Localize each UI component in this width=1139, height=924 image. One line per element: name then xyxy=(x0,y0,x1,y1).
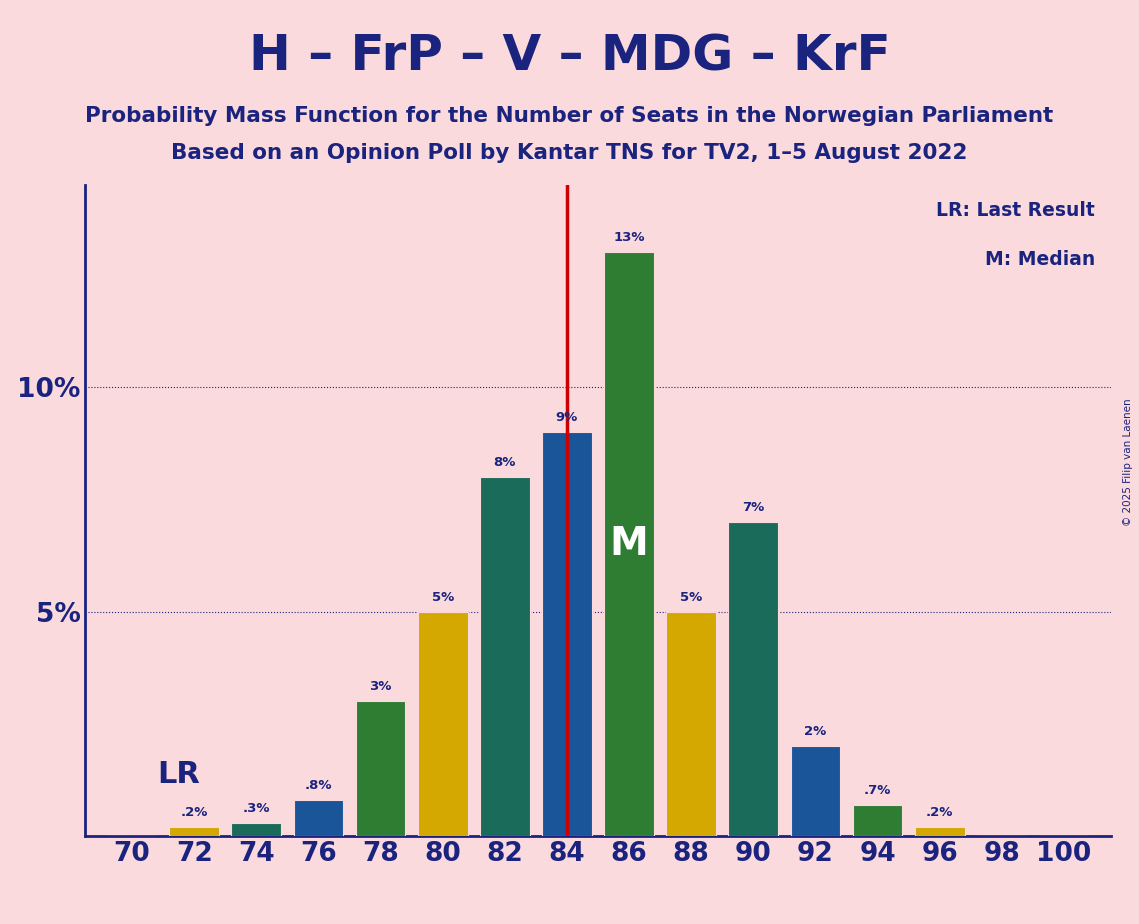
Text: .2%: .2% xyxy=(180,806,207,820)
Bar xyxy=(542,432,592,836)
Text: 13%: 13% xyxy=(613,231,645,244)
Text: 2%: 2% xyxy=(804,725,827,738)
Bar xyxy=(666,612,716,836)
Text: © 2025 Filip van Laenen: © 2025 Filip van Laenen xyxy=(1123,398,1132,526)
Bar xyxy=(915,827,965,836)
Bar xyxy=(480,477,530,836)
Bar xyxy=(355,701,405,836)
Text: M: Median: M: Median xyxy=(985,249,1095,269)
Text: LR: Last Result: LR: Last Result xyxy=(936,201,1095,220)
Text: .7%: .7% xyxy=(863,784,891,796)
Bar xyxy=(231,822,281,836)
Text: 3%: 3% xyxy=(369,680,392,693)
Bar xyxy=(294,800,343,836)
Text: LR: LR xyxy=(157,760,200,789)
Text: H – FrP – V – MDG – KrF: H – FrP – V – MDG – KrF xyxy=(248,32,891,80)
Text: .2%: .2% xyxy=(926,806,953,820)
Bar xyxy=(790,747,841,836)
Bar xyxy=(729,522,778,836)
Bar xyxy=(418,612,467,836)
Bar xyxy=(604,252,654,836)
Text: Based on an Opinion Poll by Kantar TNS for TV2, 1–5 August 2022: Based on an Opinion Poll by Kantar TNS f… xyxy=(171,143,968,164)
Text: 5%: 5% xyxy=(432,590,453,603)
Bar xyxy=(853,805,902,836)
Text: M: M xyxy=(609,525,648,564)
Bar xyxy=(170,827,219,836)
Text: 8%: 8% xyxy=(493,456,516,468)
Text: .3%: .3% xyxy=(243,802,270,815)
Text: Probability Mass Function for the Number of Seats in the Norwegian Parliament: Probability Mass Function for the Number… xyxy=(85,106,1054,127)
Text: .8%: .8% xyxy=(304,779,333,792)
Text: 9%: 9% xyxy=(556,411,577,424)
Text: 5%: 5% xyxy=(680,590,703,603)
Text: 7%: 7% xyxy=(743,501,764,514)
